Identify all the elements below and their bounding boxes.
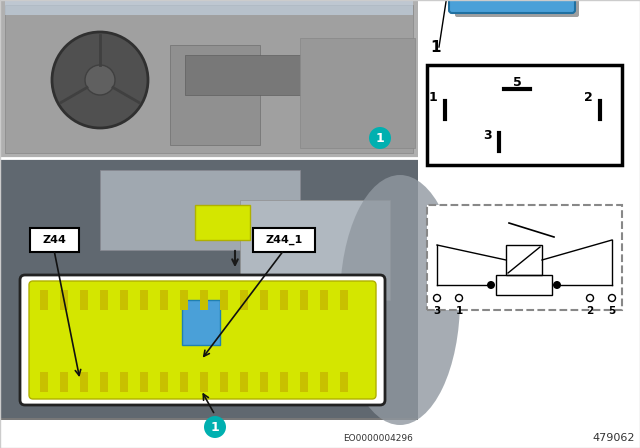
Text: 1: 1 — [211, 421, 220, 434]
Circle shape — [369, 127, 391, 149]
Text: Z44_1: Z44_1 — [266, 235, 303, 245]
Bar — [260, 290, 268, 310]
FancyBboxPatch shape — [455, 0, 579, 17]
Bar — [5, 5, 413, 153]
Text: 479062: 479062 — [593, 433, 635, 443]
Text: Z44: Z44 — [42, 235, 66, 245]
Text: 1: 1 — [376, 132, 385, 145]
Text: EO0000004296: EO0000004296 — [343, 434, 413, 443]
FancyBboxPatch shape — [449, 0, 575, 13]
FancyBboxPatch shape — [253, 228, 315, 252]
Bar — [180, 290, 188, 310]
Bar — [100, 170, 300, 250]
Bar — [260, 372, 268, 392]
Bar — [200, 290, 208, 310]
Bar — [240, 372, 248, 392]
Bar — [140, 372, 148, 392]
Bar — [40, 372, 48, 392]
Text: 3: 3 — [483, 129, 492, 142]
Bar — [220, 290, 228, 310]
Text: 5: 5 — [609, 306, 616, 316]
Text: 5: 5 — [513, 76, 522, 89]
Bar — [0, 158, 418, 418]
Bar — [100, 290, 108, 310]
Text: 2: 2 — [584, 90, 593, 103]
Circle shape — [487, 281, 495, 289]
Bar — [280, 372, 288, 392]
Bar — [120, 372, 128, 392]
Bar — [160, 372, 168, 392]
Bar — [0, 158, 418, 420]
Bar — [300, 38, 415, 148]
Bar — [140, 290, 148, 310]
Bar — [427, 205, 622, 310]
Bar — [300, 290, 308, 310]
Bar — [40, 290, 48, 310]
Text: 1: 1 — [456, 306, 463, 316]
Bar — [200, 372, 208, 392]
Bar — [0, 0, 418, 158]
Bar — [320, 290, 328, 310]
Text: 1: 1 — [430, 39, 440, 55]
Bar — [320, 372, 328, 392]
Bar — [100, 372, 108, 392]
Bar — [496, 275, 552, 295]
Bar — [5, 0, 413, 15]
Bar — [170, 45, 260, 145]
Bar — [185, 55, 305, 95]
Bar — [60, 372, 68, 392]
Bar — [340, 372, 348, 392]
Bar — [182, 300, 220, 345]
Bar — [120, 290, 128, 310]
Bar — [300, 372, 308, 392]
Bar — [180, 372, 188, 392]
Bar — [60, 290, 68, 310]
Bar — [427, 65, 622, 165]
Bar — [80, 290, 88, 310]
Text: 1: 1 — [429, 90, 437, 103]
FancyBboxPatch shape — [29, 281, 376, 399]
Bar — [240, 290, 248, 310]
Bar — [506, 245, 542, 275]
Text: 2: 2 — [586, 306, 594, 316]
Bar — [340, 290, 348, 310]
Circle shape — [85, 65, 115, 95]
Bar — [220, 372, 228, 392]
FancyBboxPatch shape — [30, 228, 79, 252]
Circle shape — [553, 281, 561, 289]
Bar — [80, 372, 88, 392]
Text: 3: 3 — [433, 306, 440, 316]
FancyBboxPatch shape — [20, 275, 385, 405]
Bar — [240, 200, 390, 300]
Bar — [195, 205, 250, 240]
Circle shape — [204, 416, 226, 438]
Bar — [280, 290, 288, 310]
Ellipse shape — [340, 175, 460, 425]
Bar — [160, 290, 168, 310]
Circle shape — [52, 32, 148, 128]
